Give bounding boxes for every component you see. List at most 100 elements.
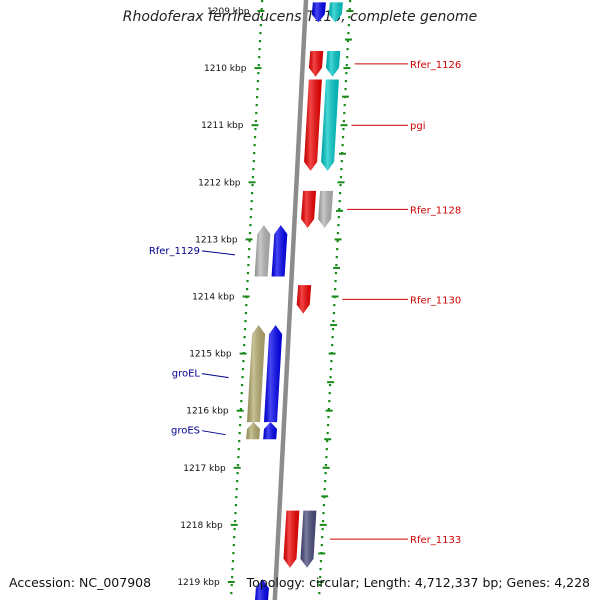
map-title: Rhodoferax ferrireducens T118, complete … (122, 9, 478, 25)
topology-text: Topology: circular; Length: 4,712,337 bp… (246, 575, 590, 590)
right-guide-dot (348, 16, 351, 19)
right-guide-dot (348, 8, 351, 11)
right-guide-dot (322, 512, 325, 515)
right-guide-dot (338, 208, 341, 211)
right-guide-dot (322, 504, 325, 507)
right-guide-dot (344, 88, 347, 91)
right-guide-dot (319, 568, 322, 571)
right-guide-dot (339, 176, 343, 179)
left-guide-dot (239, 416, 242, 419)
left-guide-dot (230, 592, 233, 595)
right-guide-dot (342, 120, 345, 123)
left-guide-dot (250, 200, 253, 203)
left-guide-dot (234, 512, 237, 515)
tick-label: 1218 kbp (180, 521, 223, 531)
gene-label-pgi: pgi (410, 121, 425, 132)
right-guide-dot (329, 368, 333, 371)
left-guide-dot (234, 504, 237, 507)
right-guide-dot (329, 376, 332, 379)
gene-shading-groesb (246, 422, 260, 440)
left-guide-dot (233, 520, 237, 523)
tick-label: 1219 kbp (177, 578, 220, 588)
right-guide-dot (334, 272, 338, 275)
left-guide-dot (232, 544, 235, 547)
right-guide-dot (325, 456, 328, 459)
right-guide-dot (326, 424, 330, 427)
right-guide-dot (336, 232, 340, 235)
right-guide-dot (331, 336, 334, 339)
left-guide-dot (236, 464, 240, 467)
left-guide-dot (247, 256, 250, 259)
right-guide-dot (347, 32, 350, 35)
gene-shading-pgi (304, 79, 322, 171)
tick-label: 1214 kbp (192, 293, 235, 303)
right-guide-dot (346, 56, 349, 59)
right-guide-dot (334, 280, 337, 283)
left-guide-dot (241, 368, 245, 371)
left-guide-dot (251, 176, 255, 179)
left-guide-dot (233, 536, 236, 539)
gene-label-rfer1129: Rfer_1129 (149, 246, 200, 257)
right-guide-dot (326, 432, 329, 435)
right-guide-dot (345, 72, 348, 75)
left-guide-dot (253, 136, 257, 139)
accession-text: Accession: NC_007908 (9, 575, 152, 590)
right-guide-dot (343, 112, 346, 115)
gene-shading-pgib (321, 79, 339, 171)
left-guide-dot (254, 128, 257, 131)
gene-shading-rfer1128 (301, 190, 317, 228)
right-guide-dot (324, 464, 328, 467)
left-guide-dot (235, 496, 238, 499)
gene-shading-rfer1129 (271, 225, 288, 277)
right-guide-dot (345, 64, 348, 67)
gene-label-groes: groES (171, 426, 200, 437)
left-guide-dot (233, 528, 236, 531)
right-guide-dot (344, 80, 348, 83)
right-guide-dot (340, 160, 343, 163)
genome-backbone (272, 0, 309, 600)
left-guide-dot (246, 280, 249, 283)
left-guide-dot (259, 24, 262, 27)
left-guide-dot (247, 264, 250, 267)
tick-label: 1217 kbp (183, 464, 226, 474)
right-guide-dot (326, 440, 329, 443)
gene-layer (246, 2, 343, 600)
left-guide-dot (241, 376, 244, 379)
left-guide-dot (252, 160, 255, 163)
right-guide-dot (333, 304, 336, 307)
left-guide-dot (241, 384, 244, 387)
left-guide-dot (243, 344, 246, 347)
gene-shading-groelb (247, 325, 266, 423)
left-guide-dot (238, 432, 241, 435)
left-guide-dot (248, 248, 251, 251)
left-guide-dot (259, 32, 262, 35)
gene-shading-rfer1128b (318, 190, 334, 228)
left-guide-dot (246, 272, 250, 275)
right-guide-dot (332, 320, 335, 323)
right-guide-dot (343, 104, 346, 107)
right-guide-dot (328, 392, 331, 395)
gene-shading-groes (263, 422, 277, 440)
right-guide-dot (338, 200, 341, 203)
label-leader-groel (201, 373, 229, 379)
left-guide-dot (245, 304, 248, 307)
left-guide-dot (255, 112, 258, 115)
left-guide-dot (256, 80, 260, 83)
left-guide-dot (258, 40, 262, 43)
backbone-layer (272, 0, 309, 600)
left-guide-dot (255, 104, 258, 107)
right-guide-dot (342, 128, 345, 131)
left-guide-dot (257, 72, 260, 75)
tick-label: 1215 kbp (189, 350, 232, 360)
right-guide-dot (325, 448, 328, 451)
left-guide-dot (240, 392, 243, 395)
right-guide-dot (324, 472, 327, 475)
left-guide-dot (240, 400, 243, 403)
left-guide-dot (238, 440, 241, 443)
right-guide-dot (346, 48, 349, 51)
right-guide-dot (320, 544, 323, 547)
left-guide-dot (257, 64, 260, 67)
right-guide-dot (321, 528, 324, 531)
right-guide-dot (335, 256, 338, 259)
